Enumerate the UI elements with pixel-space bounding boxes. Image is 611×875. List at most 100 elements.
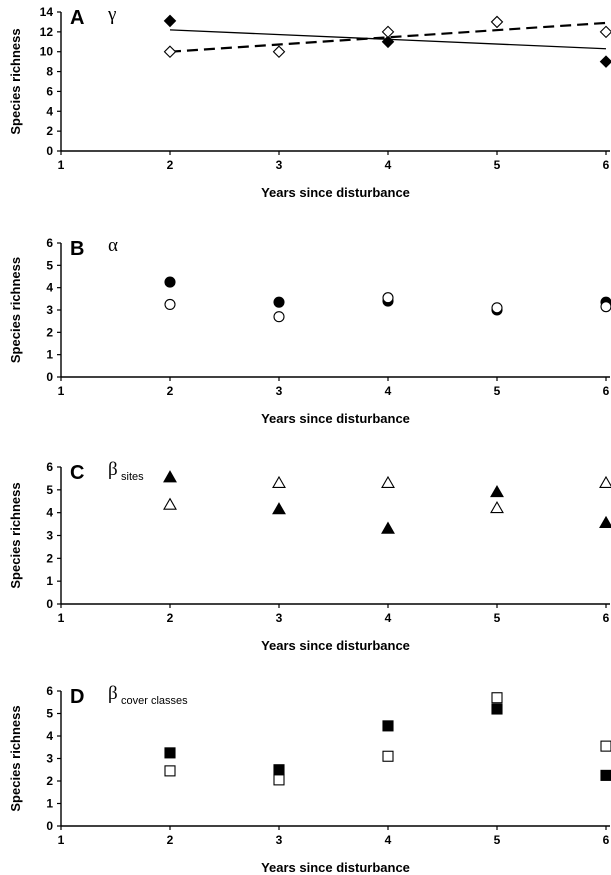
y-tick-label: 1 bbox=[46, 797, 53, 811]
data-point-square-open bbox=[273, 774, 285, 786]
x-tick-label: 6 bbox=[603, 611, 610, 625]
data-point-square-open bbox=[382, 750, 394, 762]
data-point-square-filled bbox=[164, 747, 176, 759]
y-tick-label: 6 bbox=[46, 236, 53, 250]
x-tick-label: 1 bbox=[58, 833, 65, 847]
series-open bbox=[163, 475, 611, 514]
diversity-symbol-subscript: cover classes bbox=[121, 695, 188, 707]
data-point-triangle-open bbox=[272, 475, 286, 489]
y-tick-label: 8 bbox=[46, 65, 53, 79]
y-tick-label: 2 bbox=[46, 124, 53, 138]
y-tick-label: 3 bbox=[46, 303, 53, 317]
data-point-triangle-filled bbox=[490, 485, 504, 498]
data-point-circle-filled bbox=[273, 296, 285, 308]
y-tick-label: 4 bbox=[46, 506, 53, 520]
y-tick-label: 5 bbox=[46, 707, 53, 721]
diversity-symbol: α bbox=[108, 235, 118, 256]
trendline-dashed bbox=[169, 21, 607, 53]
y-tick-label: 5 bbox=[46, 483, 53, 497]
data-point-square-open bbox=[491, 692, 503, 704]
x-tick-label: 1 bbox=[58, 611, 65, 625]
x-tick-label: 6 bbox=[603, 158, 610, 172]
panel-letter: C bbox=[70, 462, 84, 484]
diversity-symbol: γ bbox=[107, 4, 116, 25]
y-tick-label: 1 bbox=[46, 348, 53, 362]
panel-letter: B bbox=[70, 238, 84, 260]
x-tick-label: 5 bbox=[494, 158, 501, 172]
x-tick-label: 4 bbox=[385, 158, 392, 172]
series-open bbox=[164, 292, 611, 323]
x-tick-label: 4 bbox=[385, 833, 392, 847]
y-tick-label: 0 bbox=[46, 370, 53, 384]
data-point-square-filled bbox=[491, 703, 503, 715]
y-tick-label: 2 bbox=[46, 551, 53, 565]
data-point-triangle-filled bbox=[163, 470, 177, 483]
data-point-diamond-filled bbox=[599, 55, 611, 68]
y-tick-label: 14 bbox=[40, 5, 54, 19]
y-axis-title: Species richness bbox=[8, 705, 23, 811]
data-point-diamond-filled bbox=[381, 35, 395, 49]
data-point-triangle-open bbox=[599, 475, 611, 489]
data-point-circle-open bbox=[491, 302, 503, 314]
x-tick-label: 5 bbox=[494, 384, 501, 398]
y-tick-label: 1 bbox=[46, 574, 53, 588]
diversity-symbol: β bbox=[108, 683, 118, 704]
x-tick-label: 3 bbox=[276, 611, 283, 625]
x-tick-label: 4 bbox=[385, 384, 392, 398]
series-filled bbox=[163, 14, 611, 68]
data-point-triangle-filled bbox=[599, 515, 611, 528]
data-point-square-filled bbox=[273, 764, 285, 776]
y-tick-label: 6 bbox=[46, 684, 53, 698]
data-point-diamond-filled bbox=[163, 14, 177, 28]
series-filled bbox=[164, 703, 611, 781]
x-axis-title: Years since disturbance bbox=[261, 860, 410, 875]
y-tick-label: 3 bbox=[46, 529, 53, 543]
x-tick-label: 6 bbox=[603, 833, 610, 847]
data-point-diamond-open bbox=[599, 25, 611, 39]
data-point-circle-open bbox=[382, 292, 394, 304]
y-tick-label: 0 bbox=[46, 819, 53, 833]
y-tick-label: 12 bbox=[40, 25, 54, 39]
data-point-diamond-open bbox=[381, 25, 395, 39]
series-open bbox=[163, 15, 611, 58]
data-point-circle-filled bbox=[164, 276, 176, 288]
y-tick-label: 4 bbox=[46, 281, 53, 295]
x-axis-title: Years since disturbance bbox=[261, 638, 410, 653]
data-point-diamond-open bbox=[490, 15, 504, 29]
x-tick-label: 2 bbox=[167, 833, 174, 847]
data-point-square-filled bbox=[382, 720, 394, 732]
y-tick-label: 2 bbox=[46, 774, 53, 788]
y-tick-label: 10 bbox=[40, 45, 54, 59]
data-point-triangle-open bbox=[163, 497, 177, 510]
data-point-square-filled bbox=[600, 769, 611, 781]
y-axis-title: Species richness bbox=[8, 482, 23, 588]
x-tick-label: 2 bbox=[167, 611, 174, 625]
y-tick-label: 6 bbox=[46, 460, 53, 474]
y-tick-label: 0 bbox=[46, 597, 53, 611]
y-axis-title: Species richness bbox=[8, 28, 23, 134]
data-point-triangle-open bbox=[381, 475, 395, 489]
x-tick-label: 3 bbox=[276, 833, 283, 847]
x-tick-label: 2 bbox=[167, 158, 174, 172]
data-point-circle-open bbox=[600, 301, 611, 313]
panel-letter: A bbox=[70, 7, 84, 29]
y-tick-label: 4 bbox=[46, 729, 53, 743]
x-tick-label: 4 bbox=[385, 611, 392, 625]
diversity-symbol-subscript: sites bbox=[121, 471, 144, 483]
diversity-symbol: β bbox=[108, 459, 118, 480]
x-tick-label: 3 bbox=[276, 384, 283, 398]
data-point-square-open bbox=[600, 740, 611, 752]
data-point-triangle-filled bbox=[381, 521, 395, 534]
data-point-diamond-open bbox=[272, 45, 286, 58]
x-tick-label: 5 bbox=[494, 833, 501, 847]
x-tick-label: 6 bbox=[603, 384, 610, 398]
data-point-square-open bbox=[164, 765, 176, 777]
data-point-triangle-open bbox=[490, 500, 504, 514]
x-tick-label: 2 bbox=[167, 384, 174, 398]
x-axis-title: Years since disturbance bbox=[261, 185, 410, 200]
